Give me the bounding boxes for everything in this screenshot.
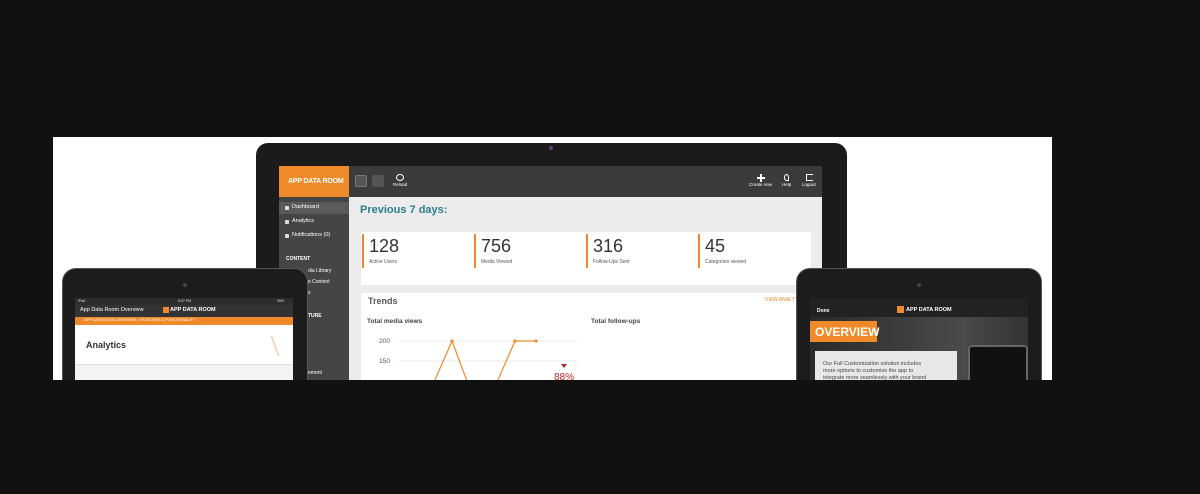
- sidebar-item: Dashboard: [292, 204, 319, 210]
- stat-label: Active Users: [369, 259, 398, 265]
- camera: [549, 146, 553, 150]
- logo: APP DATA ROOM: [170, 307, 216, 313]
- logout-label: Logout: [802, 182, 816, 187]
- sidebar-icon: [285, 234, 289, 238]
- view-analytics-link: VIEW ANALYT: [765, 297, 798, 303]
- breadcrumb: APP DATA ROOM OVERVIEW > FEATURES & FUNC…: [84, 318, 196, 322]
- down-arrow: [561, 364, 567, 368]
- trend-point: [513, 339, 517, 343]
- help-icon: [784, 174, 789, 181]
- status-bar: [75, 298, 293, 305]
- media-chart: 200 150: [379, 338, 578, 380]
- reload-icon-glyph: Reload: [393, 182, 408, 187]
- status-text: 6:57 PM: [178, 299, 192, 303]
- y-tick-label: 200: [379, 338, 390, 345]
- device-photo: [968, 345, 1028, 380]
- change-label: 88%: [554, 372, 575, 381]
- status-text: iPad: [78, 299, 86, 303]
- banner: OVERVIEW: [815, 325, 880, 339]
- nav-bar: [75, 305, 293, 317]
- stage: APP DATA ROOM Reload Create new Help Logout D…: [53, 137, 1052, 381]
- sidebar-fragment: e Content: [308, 279, 330, 285]
- stat-label: Categories viewed: [705, 259, 747, 265]
- back-link: App Data Room Overview: [80, 307, 144, 313]
- stat-divider: [362, 234, 364, 268]
- logo-area: [279, 166, 349, 197]
- logo-mark: [163, 307, 169, 313]
- trends-title: Trends: [368, 296, 398, 306]
- nav-back: [355, 175, 367, 187]
- done-button: Done: [817, 308, 830, 314]
- sidebar-item: Notifications (0): [292, 232, 331, 238]
- logo-mark: [897, 306, 904, 313]
- sidebar-fragment: TURE: [308, 313, 322, 319]
- stat-value: 756: [481, 236, 512, 256]
- sidebar-section: CONTENT: [286, 256, 311, 262]
- sidebar-item: Analytics: [292, 218, 315, 224]
- sidebar-fragment: ement: [308, 370, 322, 376]
- dashboard-heading: Previous 7 days:: [360, 204, 448, 216]
- y-tick-label: 150: [379, 358, 390, 365]
- trends-card: [361, 293, 811, 380]
- trend-line: [434, 339, 536, 380]
- stat-divider: [586, 234, 588, 268]
- sidebar-active: [279, 202, 349, 214]
- status-text: 55%: [277, 299, 285, 303]
- trend-point: [534, 339, 538, 343]
- body-text: integrate more seamlessly with your bran…: [823, 375, 927, 380]
- topbar: [279, 166, 822, 197]
- help-label: Help: [782, 182, 792, 187]
- text-box: [815, 351, 957, 380]
- breadcrumb-bar: [75, 317, 293, 325]
- stat-value: 316: [593, 236, 624, 256]
- body-text: Our Full Customization solution includes: [823, 361, 922, 367]
- sidebar-fragment: dia Library: [308, 268, 332, 274]
- banner-box: [810, 321, 877, 342]
- list-item: Analytics: [86, 340, 127, 350]
- stat-value: 128: [369, 236, 400, 256]
- logo: APP DATA ROOM: [288, 178, 344, 185]
- body-text: more options to customize the app to: [823, 368, 914, 374]
- create-icon-v: [760, 174, 762, 182]
- chart-title: Total media views: [367, 318, 423, 325]
- stat-label: Media Viewed: [481, 259, 513, 265]
- list-row: [75, 325, 293, 365]
- camera: [183, 283, 187, 287]
- nav-bar: [810, 298, 1028, 317]
- chart-title: Total follow-ups: [591, 318, 641, 325]
- stat-divider: [474, 234, 476, 268]
- sidebar-fragment: s: [308, 290, 311, 296]
- reload-icon: [396, 174, 404, 181]
- create-label: Create new: [749, 182, 773, 187]
- logout-icon: [806, 174, 813, 181]
- stat-divider: [698, 234, 700, 268]
- logo: APP DATA ROOM: [906, 307, 952, 313]
- stat-label: Follow-Ups Sent: [593, 259, 630, 265]
- nav-forward: [372, 175, 384, 187]
- camera: [917, 283, 921, 287]
- sidebar-icon: [285, 220, 289, 224]
- stat-value: 45: [705, 236, 726, 256]
- trend-point: [450, 339, 454, 343]
- sidebar-icon: [285, 206, 289, 210]
